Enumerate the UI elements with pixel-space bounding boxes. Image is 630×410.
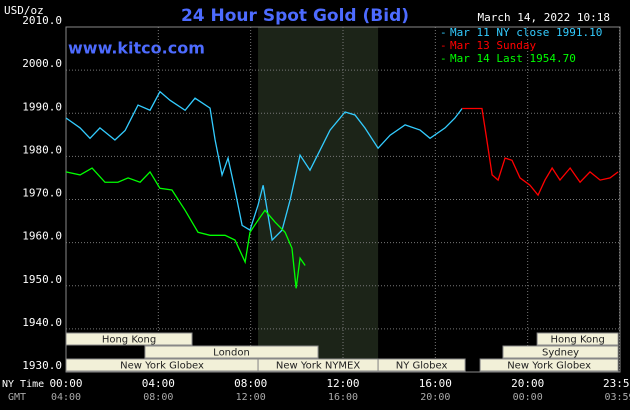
x-tick-label: 20:00	[511, 377, 544, 390]
x-tick-label: 04:00	[142, 377, 175, 390]
y-tick-label: 2000.0	[22, 57, 62, 70]
legend-entry: Mar 14 Last 1954.70	[450, 52, 576, 65]
y-axis-label: USD/oz	[4, 4, 44, 17]
chart-title: 24 Hour Spot Gold (Bid)	[181, 6, 409, 26]
x2-tick-label: 03:59	[604, 392, 630, 403]
x-tick-label: 16:00	[419, 377, 452, 390]
session-label: London	[213, 348, 250, 359]
y-tick-label: 1990.0	[22, 100, 62, 113]
price-line	[65, 90, 463, 242]
session-label: New York Globex	[507, 361, 591, 372]
price-line	[65, 167, 306, 289]
x-tick-label: 00:00	[49, 377, 82, 390]
x2-tick-label: 04:00	[51, 392, 81, 403]
legend-entry: Mar 11 NY close 1991.10	[450, 26, 602, 39]
y-tick-label: 1950.0	[22, 273, 62, 286]
y-tick-label: 1940.0	[22, 316, 62, 329]
session-box	[377, 358, 466, 372]
session-box	[479, 358, 619, 372]
price-line	[462, 107, 619, 197]
timestamp: March 14, 2022 10:18	[478, 11, 610, 24]
y-tick-label: 2010.0	[22, 14, 62, 27]
x2-tick-label: 16:00	[328, 392, 358, 403]
legend-entry: Mar 13 Sunday	[450, 39, 536, 52]
session-box	[65, 332, 193, 346]
x-tick-label: 12:00	[326, 377, 359, 390]
session-label: New York Globex	[120, 361, 204, 372]
session-label: NY Globex	[396, 361, 448, 372]
x2-tick-label: 12:00	[236, 392, 266, 403]
session-label: New York NYMEX	[276, 361, 361, 372]
x2-tick-label: 08:00	[143, 392, 173, 403]
session-label: Sydney	[542, 348, 579, 359]
session-label: Hong Kong	[102, 335, 156, 346]
y-tick-label: 1960.0	[22, 230, 62, 243]
y-tick-label: 1980.0	[22, 143, 62, 156]
session-label: Hong Kong	[550, 335, 604, 346]
x-axis-label: NY Time	[2, 379, 44, 390]
y-tick-label: 1970.0	[22, 187, 62, 200]
x2-tick-label: 00:00	[513, 392, 543, 403]
x-tick-label: 23:59	[603, 377, 630, 390]
x2-axis-label: GMT	[8, 392, 26, 403]
legend-marker: -	[440, 26, 447, 39]
plot-frame	[65, 26, 621, 373]
session-box	[502, 345, 619, 359]
session-box	[144, 345, 319, 359]
legend-marker: -	[440, 39, 447, 52]
watermark: www.kitco.com	[68, 39, 205, 58]
x-tick-label: 08:00	[234, 377, 267, 390]
legend-marker: -	[440, 52, 447, 65]
session-box	[536, 332, 619, 346]
x2-tick-label: 20:00	[420, 392, 450, 403]
y-tick-label: 1930.0	[22, 359, 62, 372]
